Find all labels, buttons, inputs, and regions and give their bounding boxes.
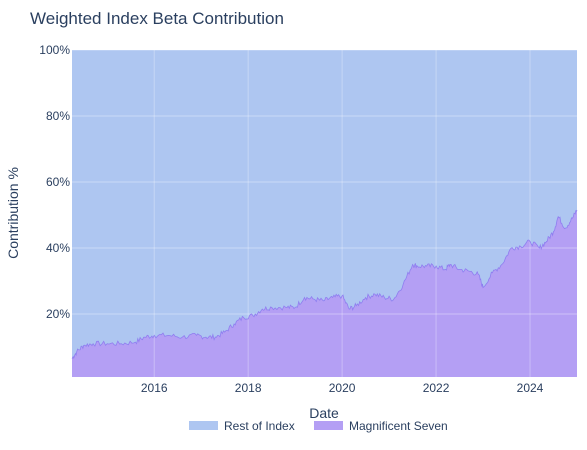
x-tick-label: 2018 bbox=[235, 381, 262, 395]
x-tick-label: 2022 bbox=[423, 381, 450, 395]
gridlines bbox=[72, 49, 577, 377]
y-tick-label: 100% bbox=[39, 43, 70, 57]
y-axis-label: Contribution % bbox=[5, 167, 21, 259]
plot-area bbox=[71, 49, 578, 377]
magnificent-seven-area bbox=[72, 210, 577, 377]
legend-item-magnificent-seven[interactable]: Magnificent Seven bbox=[314, 419, 448, 433]
magnificent-seven-line bbox=[71, 209, 578, 360]
legend-item-rest-of-index[interactable]: Rest of Index bbox=[189, 419, 295, 433]
chart-title: Weighted Index Beta Contribution bbox=[30, 9, 284, 28]
y-axis-ticks: 20% 40% 60% 80% 100% bbox=[39, 43, 70, 321]
y-tick-label: 20% bbox=[46, 307, 70, 321]
legend-label-magnificent-seven: Magnificent Seven bbox=[349, 419, 448, 433]
legend: Rest of Index Magnificent Seven bbox=[189, 419, 448, 433]
x-tick-label: 2024 bbox=[517, 381, 544, 395]
y-tick-label: 80% bbox=[46, 109, 70, 123]
x-tick-label: 2016 bbox=[141, 381, 168, 395]
x-axis-label: Date bbox=[309, 405, 339, 421]
legend-label-rest-of-index: Rest of Index bbox=[224, 419, 295, 433]
x-axis-ticks: 2016 2018 2020 2022 2024 bbox=[141, 381, 544, 395]
legend-swatch-rest-of-index bbox=[189, 421, 218, 430]
x-tick-label: 2020 bbox=[329, 381, 356, 395]
legend-swatch-magnificent-seven bbox=[314, 421, 343, 430]
y-tick-label: 60% bbox=[46, 175, 70, 189]
y-tick-label: 40% bbox=[46, 241, 70, 255]
